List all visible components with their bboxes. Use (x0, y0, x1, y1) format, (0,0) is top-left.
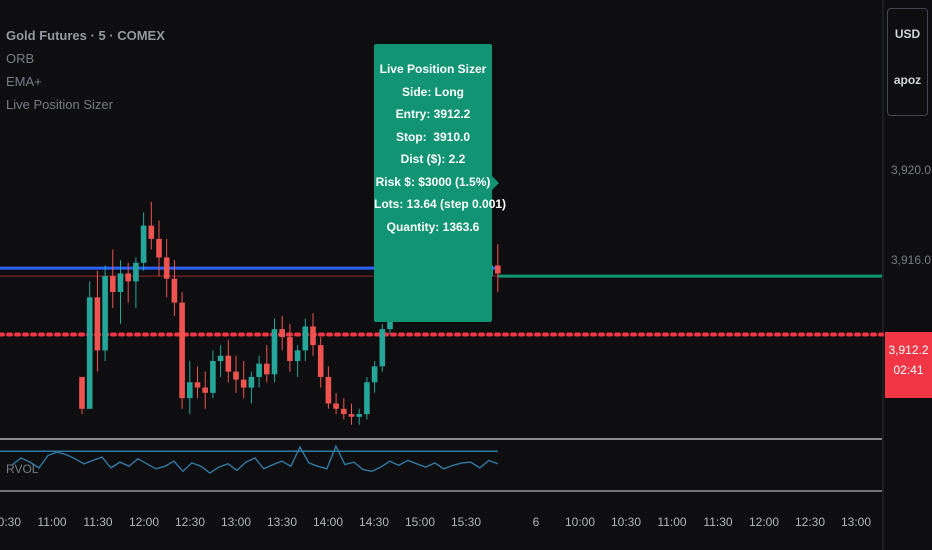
rvol-series-line (11, 444, 499, 474)
candle-body (302, 326, 309, 351)
candle-body (325, 376, 332, 404)
candle-body (187, 382, 193, 399)
candle-body (356, 414, 362, 417)
x-tick-label: 14:30 (358, 515, 390, 529)
x-tick-label: 12:30 (794, 515, 826, 529)
candle-body (148, 225, 155, 239)
currency-button[interactable]: USD (894, 27, 921, 41)
x-tick-label: 6 (532, 515, 540, 529)
candle-body (110, 276, 116, 292)
tooltip-line-lots: Lots: 13.64 (step 0.001) (374, 197, 507, 211)
tooltip-line-quantity: Quantity: 1363.6 (386, 219, 480, 234)
x-tick-label: 11:00 (657, 515, 687, 529)
candle-body (371, 366, 378, 383)
tooltip-line-entry: Entry: 3912.2 (395, 107, 471, 121)
chart-legend: Gold Futures · 5 · COMEX ORB EMA+ Live P… (6, 24, 165, 116)
candle-body (233, 371, 239, 380)
candle-body (364, 382, 370, 415)
legend-indicator-position-sizer[interactable]: Live Position Sizer (6, 97, 113, 112)
candle-body (348, 414, 355, 417)
candle-body (240, 379, 247, 388)
x-tick-label: 15:00 (404, 515, 436, 529)
candle-body (194, 382, 201, 388)
tooltip-line-side: Side: Long (402, 84, 464, 99)
candle-body (133, 262, 139, 282)
candle-body (102, 276, 108, 351)
candle-body (317, 345, 324, 377)
x-tick-label: 12:00 (128, 515, 160, 529)
x-tick-label: 12:30 (174, 515, 206, 529)
x-tick-label: 15:30 (450, 515, 482, 529)
candle-body (256, 363, 262, 377)
candle-body (156, 238, 162, 258)
candle-body (94, 297, 101, 351)
candle-body (163, 257, 170, 279)
candle-body (140, 225, 147, 263)
candle-body (210, 361, 216, 393)
x-tick-label: 10:30 (610, 515, 642, 529)
x-tick-label: 13:00 (840, 515, 872, 529)
y-tick-label: 3,920.0 (891, 163, 932, 177)
candle-body (171, 278, 178, 303)
x-tick-label: 10:30 (0, 515, 22, 529)
last-price-badge: 3,912.2 02:41 (885, 332, 932, 398)
candle-body (271, 329, 278, 375)
x-tick-label: 13:30 (266, 515, 298, 529)
candle-body (294, 350, 301, 362)
legend-symbol-title[interactable]: Gold Futures · 5 · COMEX (6, 28, 165, 43)
tooltip-line-title: Live Position Sizer (379, 62, 487, 76)
candle-body (202, 387, 208, 393)
candle-body (379, 329, 386, 367)
candle-body (86, 297, 93, 409)
user-button[interactable]: apoz (893, 73, 922, 87)
x-tick-label: 13:00 (220, 515, 252, 529)
y-tick-label: 3,916.0 (891, 253, 932, 267)
candle-body (79, 376, 85, 409)
candle-body (264, 363, 270, 375)
candle-body (179, 302, 185, 399)
x-tick-label: 10:00 (564, 515, 596, 529)
candle-body (287, 337, 293, 362)
tooltip-line-stop: Stop: 3910.0 (395, 129, 471, 144)
rvol-pane-label[interactable]: RVOL (6, 462, 39, 476)
candle-body (125, 273, 131, 282)
candle-body (310, 326, 316, 346)
tooltip-line-distance: Dist ($): 2.2 (400, 152, 466, 166)
bar-countdown: 02:41 (893, 363, 924, 377)
x-tick-label: 11:30 (703, 515, 733, 529)
candle-body (117, 273, 124, 292)
candle-body (279, 329, 285, 338)
candle-body (217, 355, 224, 362)
candle-body (333, 403, 339, 409)
scale-settings-panel[interactable]: USD apoz (887, 8, 928, 116)
legend-indicator-orb[interactable]: ORB (6, 51, 35, 66)
last-price-value: 3,912.2 (888, 343, 929, 357)
x-tick-label: 11:00 (37, 515, 67, 529)
x-tick-label: 11:30 (83, 515, 113, 529)
candle-body (248, 376, 255, 388)
legend-indicator-ema[interactable]: EMA+ (6, 74, 42, 89)
x-tick-label: 14:00 (312, 515, 344, 529)
x-tick-label: 12:00 (748, 515, 780, 529)
candle-body (341, 408, 347, 415)
candle-body (225, 355, 232, 372)
candle-body (495, 265, 501, 274)
tooltip-line-risk: Risk $: $3000 (1.5%) (375, 174, 491, 189)
position-sizer-tooltip: Live Position Sizer Side: Long Entry: 39… (374, 44, 507, 322)
